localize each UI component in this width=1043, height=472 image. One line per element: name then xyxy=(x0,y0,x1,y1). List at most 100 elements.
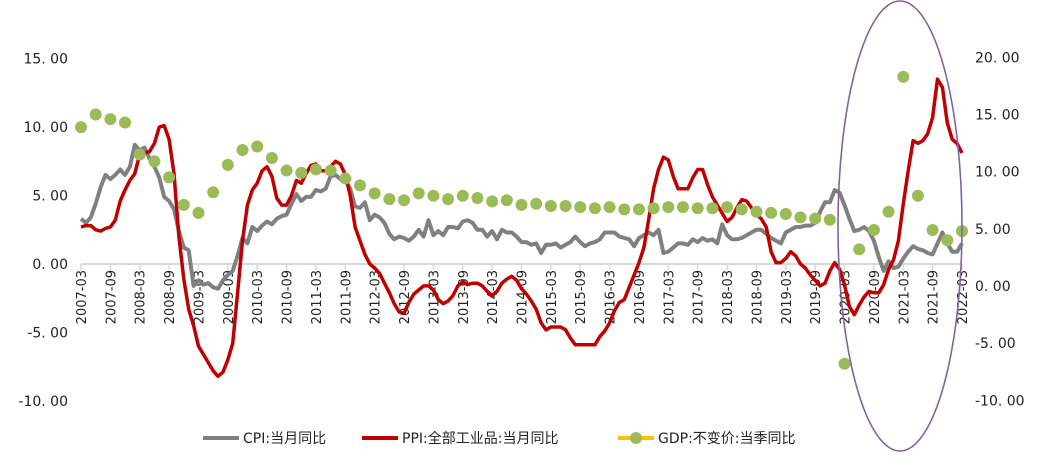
gdp-point xyxy=(735,203,748,216)
gdp-point xyxy=(867,223,880,236)
x-tick-label: 2009-09 xyxy=(222,270,237,324)
right-y-tick-label: -10. 00 xyxy=(975,393,1025,409)
x-tick-label: 2007-09 xyxy=(104,270,119,324)
gdp-point xyxy=(295,166,308,179)
x-tick-label: 2007-03 xyxy=(75,270,90,324)
gdp-point xyxy=(133,148,146,161)
legend: CPI:当月同比 PPI:全部工业品:当月同比 GDP:不变价:当季同比 xyxy=(203,430,796,447)
gdp-point xyxy=(412,187,425,200)
gdp-point xyxy=(207,186,220,199)
gdp-point xyxy=(75,121,87,134)
gdp-point xyxy=(236,143,249,156)
gdp-point xyxy=(148,155,161,168)
right-y-tick-label: 0. 00 xyxy=(975,279,1011,295)
gdp-point xyxy=(882,205,895,218)
left-y-tick-label: 0. 00 xyxy=(32,257,68,273)
gdp-point xyxy=(89,108,102,121)
x-tick-label: 2012-03 xyxy=(369,270,384,324)
x-tick-label: 2017-09 xyxy=(692,270,707,324)
x-tick-label: 2012-09 xyxy=(398,270,413,324)
x-tick-label: 2019-03 xyxy=(780,270,795,324)
x-tick-label: 2011-09 xyxy=(339,270,354,324)
gdp-point xyxy=(721,201,734,214)
axes: 2007-03 2007-09 2008-03 2008-09 2009-03 2009-… xyxy=(18,50,1024,410)
gdp-point xyxy=(324,164,337,177)
gdp-point xyxy=(309,163,322,176)
gdp-point xyxy=(530,197,543,210)
left-y-tick-label: -10. 00 xyxy=(18,394,68,410)
left-y-tick-label: 5. 00 xyxy=(32,189,68,205)
x-tick-label: 2021-03 xyxy=(897,270,912,324)
x-tick-label: 2009-03 xyxy=(192,270,207,324)
x-tick-label: 2019-09 xyxy=(809,270,824,324)
right-y-tick-label: 5. 00 xyxy=(975,222,1011,238)
gdp-point xyxy=(500,194,513,207)
right-y-tick-label: 15. 00 xyxy=(975,108,1020,124)
gdp-point xyxy=(353,179,366,192)
gdp-point xyxy=(427,189,440,202)
gdp-point xyxy=(838,357,851,370)
x-tick-label: 2018-03 xyxy=(721,270,736,324)
gdp-point xyxy=(486,195,499,208)
left-y-tick-label: 15. 00 xyxy=(23,52,68,68)
gdp-point xyxy=(515,198,528,211)
x-tick-label: 2014-03 xyxy=(486,270,501,324)
gdp-point xyxy=(104,113,117,126)
gdp-point xyxy=(926,223,939,236)
gdp-point xyxy=(677,201,690,214)
gdp-point xyxy=(823,213,836,226)
gdp-point xyxy=(809,212,822,225)
gdp-point xyxy=(177,198,190,211)
x-tick-label: 2011-03 xyxy=(310,270,325,324)
gdp-point xyxy=(163,171,176,184)
annotation-layer xyxy=(837,0,963,452)
x-tick-label: 2008-03 xyxy=(134,270,149,324)
gdp-point xyxy=(911,189,924,202)
gdp-point xyxy=(706,202,719,215)
legend-gdp: GDP:不变价:当季同比 xyxy=(618,431,796,447)
gdp-point xyxy=(853,243,866,256)
left-y-tick-label: 10. 00 xyxy=(23,120,68,136)
x-tick-label: 2013-03 xyxy=(427,270,442,324)
gdp-point xyxy=(559,199,572,212)
highlight-ellipse xyxy=(837,0,963,452)
gdp-point xyxy=(398,194,411,207)
x-tick-label: 2010-09 xyxy=(281,270,296,324)
gdp-point xyxy=(794,211,807,224)
left-y-tick-label: -5. 00 xyxy=(27,326,68,342)
gdp-point xyxy=(456,189,469,202)
gdp-point xyxy=(119,116,132,129)
x-tick-label: 2010-03 xyxy=(251,270,266,324)
ppi-line xyxy=(80,77,964,379)
gdp-point xyxy=(603,201,616,214)
x-tick-label: 2015-03 xyxy=(545,270,560,324)
legend-ppi: PPI:全部工业品:当月同比 xyxy=(362,430,558,447)
gdp-point xyxy=(647,202,660,215)
right-y-tick-label: -5. 00 xyxy=(975,336,1016,352)
x-tick-label: 2008-09 xyxy=(163,270,178,324)
right-y-tick-label: 20. 00 xyxy=(975,50,1020,66)
gdp-point xyxy=(574,201,587,214)
gdp-point xyxy=(192,206,205,219)
gdp-point xyxy=(691,202,704,215)
gdp-point xyxy=(221,158,234,171)
x-tick-label: 2018-09 xyxy=(750,270,765,324)
x-tick-label: 2016-09 xyxy=(633,270,648,324)
gdp-point xyxy=(383,193,396,206)
gdp-point xyxy=(618,203,631,216)
legend-label: CPI:当月同比 xyxy=(243,431,326,447)
gdp-point xyxy=(765,206,778,219)
gdp-point xyxy=(471,191,484,204)
series-layer xyxy=(75,70,968,379)
gdp-point xyxy=(368,187,381,200)
gdp-point xyxy=(251,140,264,153)
gdp-point xyxy=(280,164,293,177)
gdp-point xyxy=(750,205,763,218)
legend-label: PPI:全部工业品:当月同比 xyxy=(402,430,558,447)
gdp-point xyxy=(897,70,910,83)
x-tick-label: 2021-09 xyxy=(927,270,942,324)
legend-cpi: CPI:当月同比 xyxy=(203,431,326,447)
legend-marker-icon xyxy=(630,432,642,444)
x-tick-label: 2013-09 xyxy=(457,270,472,324)
